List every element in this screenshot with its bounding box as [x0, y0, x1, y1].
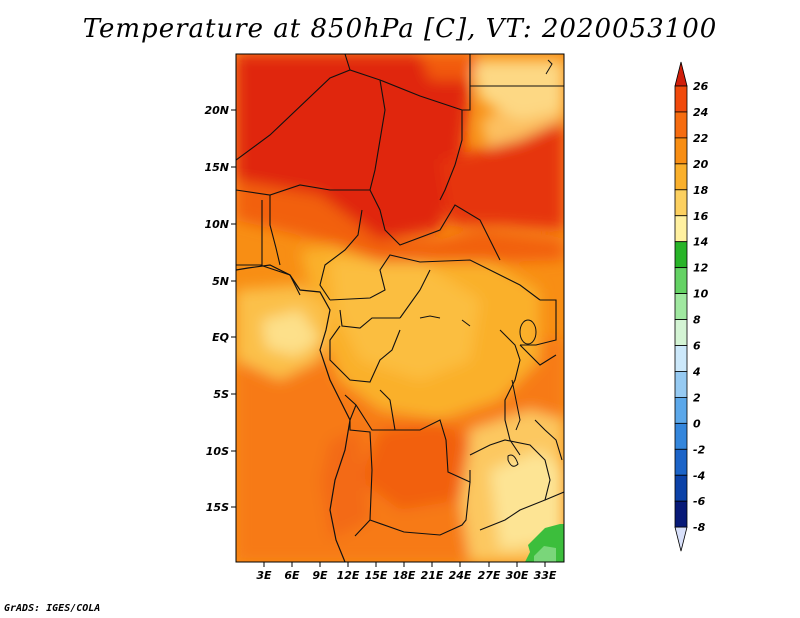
colorbar-label: 14: [693, 236, 708, 249]
temperature-field: [236, 54, 564, 562]
lon-label-18e: 18E: [393, 569, 416, 582]
lat-label-10s: 10S: [206, 445, 229, 458]
colorbar-label: -2: [693, 443, 706, 456]
colorbar-swatch: [674, 474, 688, 502]
chart-title: Temperature at 850hPa [C], VT: 202005310…: [82, 14, 718, 44]
lon-label-27e: 27E: [478, 569, 501, 582]
lon-label-12e: 12E: [337, 569, 360, 582]
coastline: [236, 264, 351, 562]
colorbar-swatch: [674, 189, 688, 217]
lon-label-24e: 24E: [449, 569, 472, 582]
colorbar-label: 4: [692, 365, 701, 378]
colorbar-swatch: [674, 422, 688, 450]
colorbar-label: 22: [693, 132, 709, 145]
country-borders: [236, 54, 564, 537]
lake-outlines: [419, 59, 553, 467]
colorbar-label: 6: [693, 340, 701, 353]
lat-label-eq: EQ: [212, 331, 229, 344]
colorbar-swatch: [674, 111, 688, 139]
colorbar-label: 8: [693, 314, 701, 327]
colorbar-swatch: [674, 345, 688, 372]
latitude-axis: 20N 15N 10N 5N EQ 5S 10S 15S: [204, 104, 236, 514]
colorbar-label: 2: [693, 391, 701, 404]
colorbar-swatch: [674, 241, 688, 269]
colorbar-label: 20: [693, 158, 709, 171]
lon-label-21e: 21E: [421, 569, 444, 582]
colorbar-label: 0: [693, 417, 701, 430]
lon-label-30e: 30E: [506, 569, 529, 582]
lon-label-6e: 6E: [284, 569, 300, 582]
colorbar-label: 24: [693, 106, 708, 119]
colorbar-label: 18: [693, 184, 709, 197]
colorbar-swatch: [674, 215, 688, 243]
grads-credit: GrADS: IGES/COLA: [4, 603, 101, 614]
lat-label-15s: 15S: [206, 501, 229, 514]
lat-label-5n: 5N: [212, 275, 229, 288]
lat-label-5s: 5S: [213, 388, 229, 401]
lat-label-20n: 20N: [204, 104, 229, 117]
lat-label-10n: 10N: [204, 218, 229, 231]
colorbar-swatch: [674, 163, 688, 191]
lon-label-9e: 9E: [312, 569, 328, 582]
colorbar-swatch: [674, 448, 688, 476]
colorbar-swatch: [674, 371, 688, 398]
colorbar-label: 16: [693, 210, 709, 223]
colorbar-swatch: [674, 267, 688, 294]
lat-label-15n: 15N: [204, 161, 229, 174]
longitude-axis: 3E 6E 9E 12E 15E 18E 21E 24E 27E 30E 33E: [256, 562, 557, 582]
colorbar-swatch: [674, 85, 688, 113]
colorbar-label: 12: [693, 262, 709, 275]
colorbar-label: 26: [693, 80, 709, 93]
colorbar-top-arrow: [674, 61, 688, 87]
colorbar-bottom-arrow: [674, 526, 688, 552]
lon-label-3e: 3E: [256, 569, 272, 582]
colorbar-swatch: [674, 137, 688, 165]
colorbar-label: -4: [693, 469, 705, 482]
lon-label-33e: 33E: [534, 569, 557, 582]
colorbar-label: 10: [693, 288, 709, 301]
colorbar-swatch: [674, 500, 688, 528]
lon-label-15e: 15E: [365, 569, 388, 582]
colorbar-swatch: [674, 319, 688, 346]
colorbar-label: -6: [693, 495, 706, 508]
colorbar-swatch: [674, 293, 688, 320]
map-frame: [235, 53, 565, 563]
colorbar-swatch: [674, 396, 688, 424]
colorbar-label: -8: [693, 521, 706, 534]
